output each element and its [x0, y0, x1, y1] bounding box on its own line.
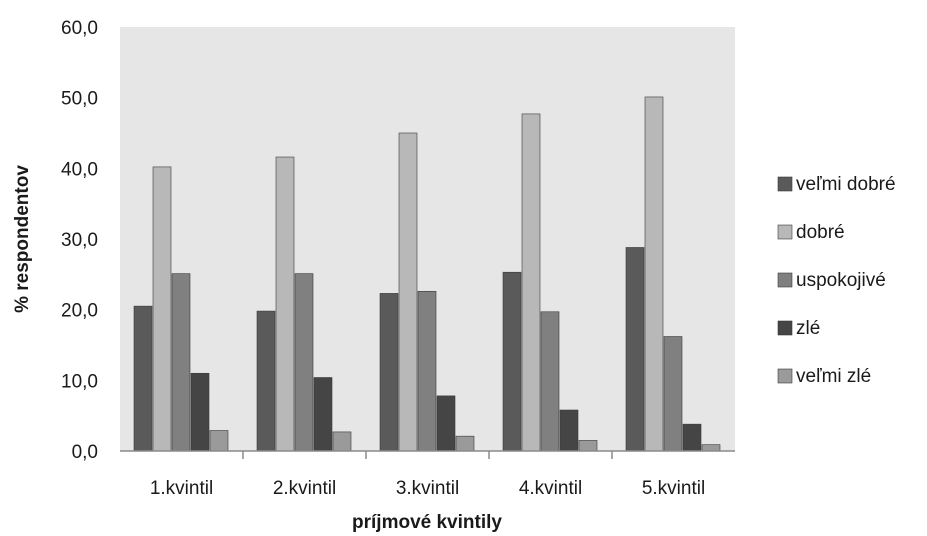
bar-2-4 — [313, 377, 333, 452]
x-tick-label: 3.kvintil — [396, 478, 459, 499]
bar-3-3 — [417, 290, 437, 452]
bar-4-1 — [502, 271, 522, 452]
bar-5-1 — [625, 247, 645, 452]
bar-5-5 — [701, 444, 721, 452]
bar-5-4 — [682, 423, 702, 452]
x-tick-label: 5.kvintil — [642, 478, 705, 499]
legend-swatch — [777, 176, 793, 192]
bar-5-3 — [663, 336, 683, 452]
x-axis-ticks: 1.kvintil 2.kvintil 3.kvintil 4.kvintil 5.kv… — [150, 451, 705, 499]
bars-group — [133, 96, 721, 452]
bar-1-5 — [209, 430, 229, 452]
bar-4-4 — [559, 409, 579, 452]
bar-1-4 — [190, 372, 210, 452]
y-tick-label: 0,0 — [72, 442, 98, 463]
legend-label: dobré — [796, 222, 845, 243]
legend-swatch — [777, 272, 793, 288]
legend-label: veľmi dobré — [796, 174, 896, 195]
y-tick-label: 30,0 — [61, 230, 98, 251]
bar-2-5 — [332, 431, 352, 452]
bar-5-2 — [644, 96, 664, 452]
x-tick-label: 2.kvintil — [273, 478, 336, 499]
y-tick-label: 20,0 — [61, 301, 98, 322]
bar-2-3 — [294, 273, 314, 452]
x-tick-label: 4.kvintil — [519, 478, 582, 499]
y-tick-label: 10,0 — [61, 371, 98, 392]
bar-4-3 — [540, 311, 560, 452]
legend-label: uspokojivé — [796, 270, 886, 291]
bar-3-5 — [455, 435, 475, 452]
bar-3-2 — [398, 132, 418, 452]
legend-swatch — [777, 368, 793, 384]
x-axis-title: príjmové kvintily — [352, 512, 502, 533]
bar-4-5 — [578, 440, 598, 452]
bar-4-2 — [521, 113, 541, 452]
bar-1-1 — [133, 305, 153, 452]
bar-3-1 — [379, 293, 399, 452]
bar-2-2 — [275, 156, 295, 452]
legend-label: zlé — [796, 318, 820, 339]
x-tick-label: 1.kvintil — [150, 478, 213, 499]
bar-1-3 — [171, 273, 191, 452]
y-axis-title: % respondentov — [12, 165, 33, 313]
y-axis-ticks: 0,0 10,0 20,0 30,0 40,0 50,0 60,0 — [61, 18, 98, 463]
legend-label: veľmi zlé — [796, 366, 871, 387]
legend-swatch — [777, 320, 793, 336]
y-tick-label: 60,0 — [61, 18, 98, 39]
legend-swatch — [777, 224, 793, 240]
bar-1-2 — [152, 166, 172, 452]
bar-3-4 — [436, 395, 456, 452]
y-tick-label: 50,0 — [61, 89, 98, 110]
legend: veľmi dobré dobré uspokojivé zlé veľmi zlé — [777, 174, 896, 387]
bar-2-1 — [256, 310, 276, 452]
y-tick-label: 40,0 — [61, 159, 98, 180]
